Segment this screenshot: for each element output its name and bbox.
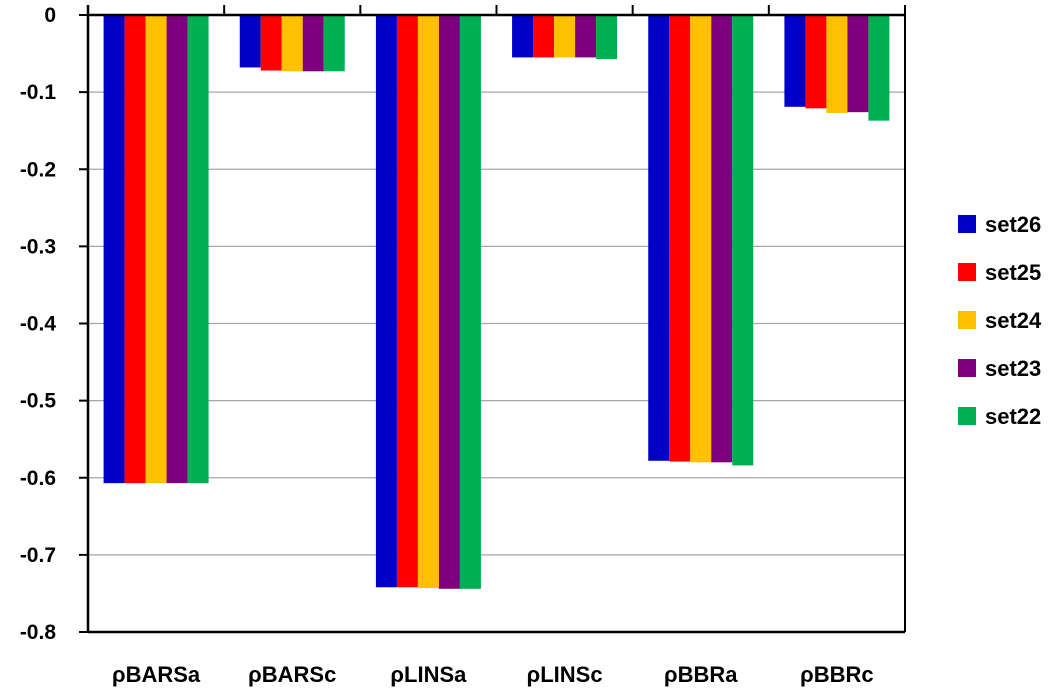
y-tick-label: -0.3	[20, 235, 56, 258]
legend-label-set26: set26	[985, 212, 1041, 237]
bar-set24-1	[281, 15, 303, 72]
bar-set26-1	[239, 15, 261, 68]
bar-set25-3	[533, 15, 555, 58]
bar-set25-1	[260, 15, 282, 71]
bar-set26-2	[375, 15, 397, 588]
y-tick-label: -0.6	[20, 467, 56, 490]
y-tick-label: -0.5	[20, 390, 57, 413]
y-tick-label: -0.8	[20, 621, 57, 644]
y-tick-label: 0	[44, 4, 56, 27]
bar-set22-4	[732, 15, 754, 466]
bar-set22-1	[323, 15, 345, 72]
legend-swatch-set23	[958, 359, 976, 377]
bar-set25-5	[805, 15, 827, 109]
x-tick-label: ρLINSa	[390, 662, 467, 687]
bar-set24-2	[417, 15, 439, 589]
bar-set22-2	[459, 15, 481, 589]
y-tick-label: -0.1	[20, 81, 57, 104]
legend-swatch-set25	[958, 263, 976, 281]
bar-set25-2	[396, 15, 418, 588]
legend-swatch-set26	[958, 215, 976, 233]
bar-set24-0	[145, 15, 167, 484]
y-tick-label: -0.2	[20, 158, 56, 181]
legend-label-set22: set22	[985, 404, 1041, 429]
bar-set23-5	[847, 15, 869, 113]
bar-set23-3	[575, 15, 597, 58]
x-tick-label: ρLINSc	[527, 662, 603, 687]
legend: set26 set25 set24 set23 set22	[958, 212, 1042, 429]
legend-label-set25: set25	[985, 260, 1041, 285]
bars	[103, 15, 890, 589]
bar-set26-3	[512, 15, 534, 58]
bar-set23-2	[438, 15, 460, 589]
bar-set26-4	[648, 15, 670, 461]
x-tick-label: ρBBRc	[800, 662, 874, 687]
legend-label-set24: set24	[985, 308, 1042, 333]
bar-set22-3	[596, 15, 618, 59]
legend-label-set23: set23	[985, 356, 1041, 381]
y-tick-label: -0.4	[20, 313, 57, 336]
x-axis-labels: ρBARSa ρBARSc ρLINSa ρLINSc ρBBRa ρBBRc	[112, 662, 874, 687]
bar-set25-4	[669, 15, 691, 462]
bar-set24-4	[690, 15, 712, 463]
x-tick-label: ρBARSc	[248, 662, 336, 687]
bar-set22-5	[868, 15, 890, 121]
bar-set26-5	[784, 15, 806, 107]
x-tick-label: ρBBRa	[664, 662, 738, 687]
bar-set24-5	[826, 15, 848, 113]
bar-set24-3	[554, 15, 576, 58]
y-axis-ticks: 0 -0.1 -0.2 -0.3 -0.4 -0.5 -0.6 -0.7 -0.8	[20, 4, 57, 644]
bar-set23-4	[711, 15, 733, 463]
legend-swatch-set22	[958, 407, 976, 425]
x-tick-label: ρBARSa	[112, 662, 201, 687]
bar-set23-0	[166, 15, 188, 484]
bar-set22-0	[187, 15, 209, 484]
legend-swatch-set24	[958, 311, 976, 329]
bar-set26-0	[103, 15, 125, 484]
y-tick-label: -0.7	[20, 544, 56, 567]
bar-set23-1	[302, 15, 324, 72]
axes	[79, 5, 906, 634]
bar-set25-0	[124, 15, 146, 484]
gridlines	[88, 91, 905, 633]
